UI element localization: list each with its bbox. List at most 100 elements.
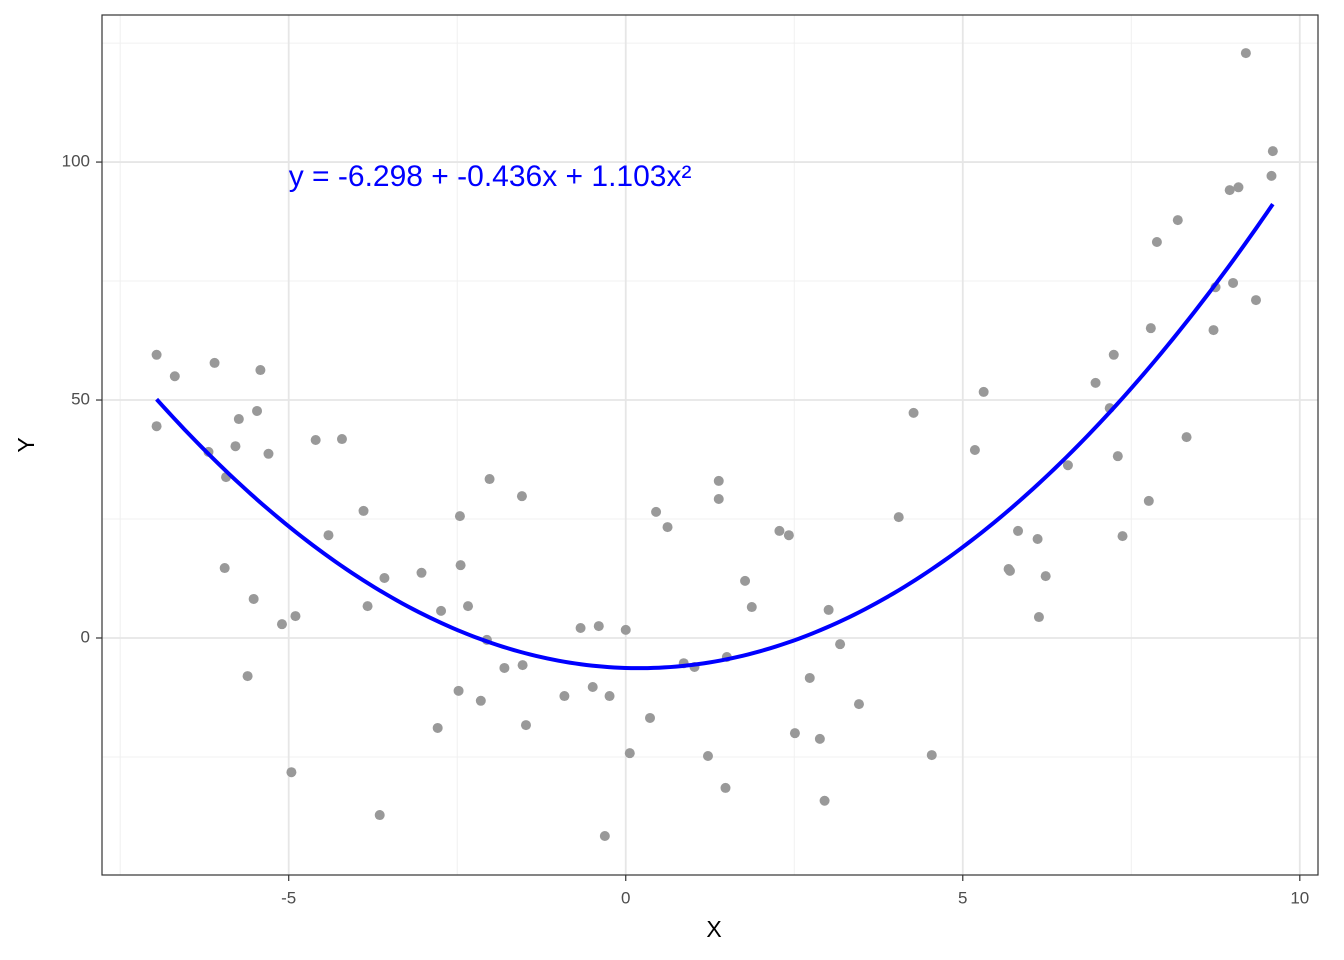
point	[1208, 325, 1219, 336]
point	[823, 604, 834, 615]
point	[1267, 146, 1278, 157]
point	[516, 491, 527, 502]
point	[746, 602, 757, 613]
point	[559, 691, 570, 702]
point	[290, 611, 301, 622]
point	[436, 605, 447, 616]
point	[926, 750, 937, 761]
point	[662, 522, 673, 533]
point	[651, 506, 662, 517]
marks: y = -6.298 + -0.436x + 1.103x²	[151, 48, 1278, 841]
point	[575, 622, 586, 633]
point	[1228, 277, 1239, 288]
point	[1004, 565, 1015, 576]
point	[286, 767, 297, 778]
point	[151, 421, 162, 432]
point	[1240, 48, 1251, 59]
point	[475, 695, 486, 706]
point	[804, 672, 815, 683]
point	[484, 474, 495, 485]
point	[1090, 377, 1101, 388]
point	[645, 712, 656, 723]
point	[1032, 533, 1043, 544]
point	[310, 435, 321, 446]
point	[1013, 525, 1024, 536]
y-axis-title: Y	[13, 437, 39, 452]
point	[230, 441, 241, 452]
point	[624, 748, 635, 759]
point	[242, 671, 253, 682]
point	[783, 530, 794, 541]
point	[362, 601, 373, 612]
fit-equation: y = -6.298 + -0.436x + 1.103x²	[289, 160, 692, 193]
point	[1250, 295, 1261, 306]
point	[1224, 185, 1235, 196]
point	[593, 621, 604, 632]
point	[1108, 349, 1119, 360]
y-tick-label: 100	[62, 152, 90, 171]
point	[151, 349, 162, 360]
point	[276, 619, 287, 630]
y-tick-label: 50	[71, 390, 90, 409]
point	[252, 405, 263, 416]
point	[1040, 571, 1051, 582]
point	[819, 795, 830, 806]
point	[620, 624, 631, 635]
x-tick-label: 0	[621, 888, 630, 907]
panel-border	[101, 14, 1319, 876]
point	[169, 371, 180, 382]
x-axis-title: X	[706, 916, 721, 942]
point	[255, 365, 266, 376]
point	[1033, 612, 1044, 623]
point	[713, 494, 724, 505]
point	[1181, 432, 1192, 443]
x-tick-label: -5	[281, 888, 296, 907]
point	[774, 525, 785, 536]
point	[520, 720, 531, 731]
point	[323, 530, 334, 541]
point	[893, 512, 904, 523]
panel-background	[102, 15, 1318, 875]
point	[454, 511, 465, 522]
point	[358, 505, 369, 516]
point	[432, 722, 443, 733]
point	[416, 567, 427, 578]
point	[209, 357, 220, 368]
point	[499, 662, 510, 673]
point	[1062, 460, 1073, 471]
point	[835, 639, 846, 650]
point	[379, 573, 390, 584]
point	[463, 601, 474, 612]
x-tick-label: 5	[958, 888, 967, 907]
point	[814, 733, 825, 744]
point	[853, 699, 864, 710]
point	[517, 660, 528, 671]
point	[453, 685, 464, 696]
point	[336, 434, 347, 445]
point	[720, 782, 731, 793]
point	[587, 682, 598, 693]
point	[455, 560, 466, 571]
point	[1143, 495, 1154, 506]
y-tick-label: 0	[81, 627, 90, 646]
x-tick-label: 10	[1290, 888, 1309, 907]
point	[248, 593, 259, 604]
point	[263, 448, 274, 459]
point	[1233, 182, 1244, 193]
point	[1112, 451, 1123, 462]
point	[1266, 170, 1277, 181]
point	[702, 751, 713, 762]
point	[969, 444, 980, 455]
point	[978, 386, 989, 397]
point	[604, 691, 615, 702]
point	[1117, 531, 1128, 542]
fit-curve	[155, 202, 1275, 671]
point	[740, 575, 751, 586]
point	[1172, 215, 1183, 226]
point	[908, 407, 919, 418]
point	[789, 728, 800, 739]
point	[1145, 323, 1156, 334]
point	[713, 475, 724, 486]
